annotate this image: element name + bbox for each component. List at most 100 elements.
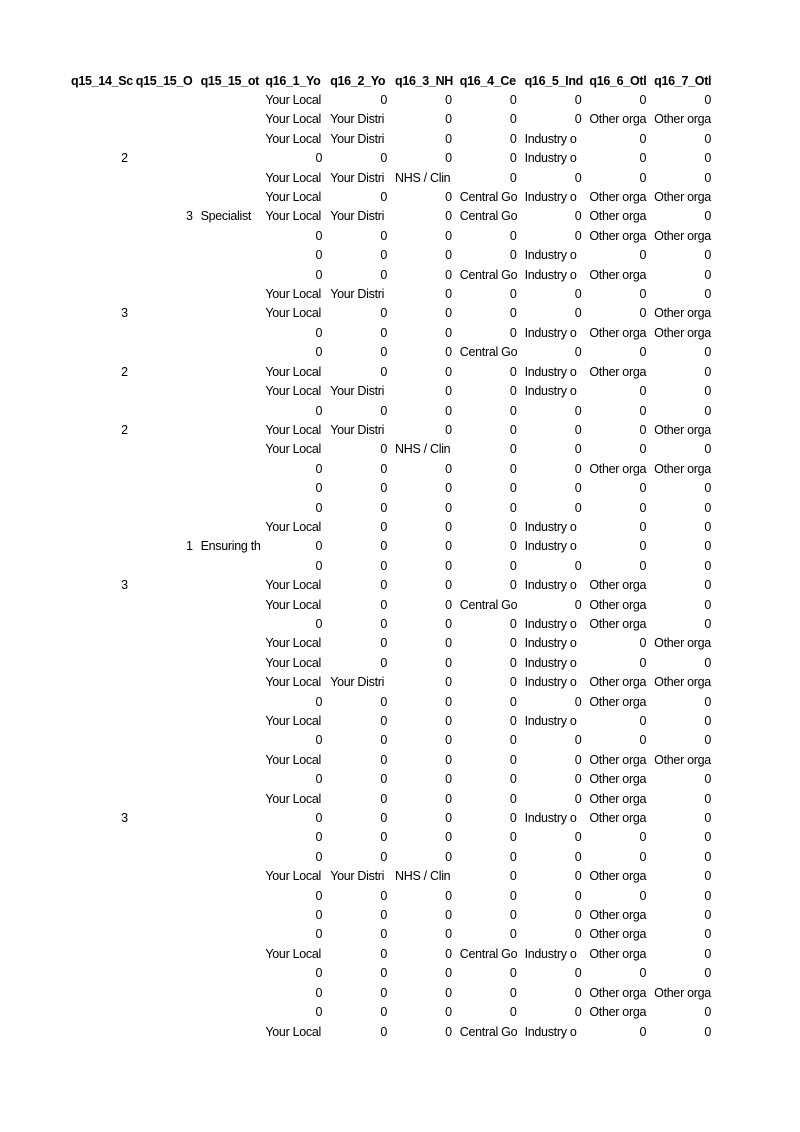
table-cell: 0 <box>380 849 387 864</box>
table-cell: 0 <box>445 384 452 399</box>
table-cell: 0 <box>704 927 711 942</box>
table-cell <box>133 945 198 964</box>
table-row: Your Local 0 0 0 0 0 0 <box>68 91 716 110</box>
table-row: 0 0 0 0 Industry o Other orga 0 <box>68 615 716 634</box>
table-cell: 0 <box>574 228 582 243</box>
table-cell: Industry o <box>524 616 577 631</box>
table-cell: Your Local <box>265 675 322 690</box>
table-cell: 0 <box>509 170 517 185</box>
table-cell: 0 <box>639 966 647 981</box>
table-cell: Other orga <box>589 675 647 690</box>
table-cell <box>198 848 263 867</box>
table-cell: 0 <box>639 287 647 302</box>
table-cell: NHS / Clin <box>394 869 451 884</box>
table-cell: Industry o <box>524 946 577 961</box>
table-cell: 0 <box>704 384 711 399</box>
table-cell <box>133 596 198 615</box>
table-cell: Your Local <box>265 655 322 670</box>
table-cell: 0 <box>574 422 582 437</box>
table-cell: 0 <box>315 345 323 360</box>
table-cell: Central Go <box>459 946 518 961</box>
table-cell: 0 <box>315 908 323 923</box>
table-cell <box>68 537 133 556</box>
table-cell: Other orga <box>654 190 711 205</box>
table-cell: 0 <box>445 985 452 1000</box>
table-cell: 0 <box>509 461 517 476</box>
table-row: Your Local 0 0 0 Industry o 0 0 <box>68 712 716 731</box>
table-cell <box>198 421 263 440</box>
table-row: Your Local 0 0 0 Industry o 0 0 <box>68 654 716 673</box>
table-cell: 0 <box>704 1024 711 1039</box>
table-cell <box>133 402 198 421</box>
table-cell: Your Distri <box>330 422 385 437</box>
table-cell: 0 <box>445 539 452 554</box>
table-cell: Central Go <box>459 597 518 612</box>
table-cell: Your Distri <box>330 675 385 690</box>
table-cell: 0 <box>509 500 517 515</box>
table-cell: 0 <box>509 966 517 981</box>
table-cell: 0 <box>315 558 323 573</box>
table-cell: 0 <box>315 461 323 476</box>
table-cell: 0 <box>380 636 387 651</box>
table-cell: 0 <box>574 306 582 321</box>
column-header: q15_15_ot <box>200 74 260 88</box>
table-row: Your Local Your Distri 0 0 Industry o 0 0 <box>68 130 716 149</box>
table-cell: Central Go <box>459 1024 518 1039</box>
table-cell: 0 <box>380 403 387 418</box>
table-cell <box>198 809 263 828</box>
table-cell <box>68 654 133 673</box>
table-cell <box>68 324 133 343</box>
table-cell: Your Local <box>265 93 322 107</box>
table-cell: 0 <box>639 442 647 457</box>
table-cell: 0 <box>509 112 517 127</box>
table-row: 0 0 0 0 0 0 0 <box>68 402 716 421</box>
table-cell: Your Distri <box>330 384 385 399</box>
table-cell: 0 <box>445 694 452 709</box>
table-header-row: q15_14_Sc q15_15_O q15_15_ot q16_1_Yo q16_2_… <box>68 71 716 91</box>
table-cell: 0 <box>639 714 647 728</box>
table-cell <box>133 731 198 750</box>
table-cell: Other orga <box>589 616 647 631</box>
table-cell <box>133 304 198 323</box>
table-cell: 0 <box>509 655 517 670</box>
table-cell: 0 <box>445 811 452 826</box>
table-cell <box>198 460 263 479</box>
table-cell <box>68 518 133 537</box>
table-cell: 0 <box>574 170 582 185</box>
table-cell: 0 <box>445 500 452 515</box>
table-cell: 0 <box>509 888 517 903</box>
table-cell: Other orga <box>654 112 711 127</box>
table-cell: 0 <box>315 927 323 942</box>
table-cell: 0 <box>704 694 711 709</box>
table-cell: 0 <box>445 481 452 496</box>
table-cell: 0 <box>445 655 452 670</box>
table-cell: 0 <box>509 772 517 787</box>
table-cell: 0 <box>445 791 452 806</box>
table-cell <box>198 615 263 634</box>
table-cell: 0 <box>380 597 387 612</box>
table-cell: 0 <box>380 500 387 515</box>
table-row: 0 0 0 0 Industry o Other orga Other orga <box>68 324 716 343</box>
table-cell: 0 <box>380 93 387 107</box>
table-cell <box>133 324 198 343</box>
table-cell <box>133 1003 198 1022</box>
table-cell: 0 <box>704 539 711 554</box>
table-cell: Other orga <box>589 267 647 282</box>
table-cell <box>68 91 133 110</box>
table-cell: 0 <box>574 209 582 224</box>
table-cell <box>68 925 133 944</box>
table-cell: 0 <box>380 772 387 787</box>
table-cell: 0 <box>704 597 711 612</box>
table-cell: 0 <box>704 946 711 961</box>
table-cell: Your Local <box>265 752 322 767</box>
table-cell: Your Distri <box>330 869 385 884</box>
table-cell <box>68 693 133 712</box>
table-cell <box>68 634 133 653</box>
table-cell <box>68 945 133 964</box>
table-row: Your Local 0 0 0 0 Other orga 0 <box>68 790 716 809</box>
table-cell: 0 <box>509 869 517 884</box>
table-cell: 0 <box>445 888 452 903</box>
table-cell: 0 <box>445 578 452 593</box>
table-cell: Industry o <box>524 675 577 690</box>
table-cell: 0 <box>639 539 647 554</box>
